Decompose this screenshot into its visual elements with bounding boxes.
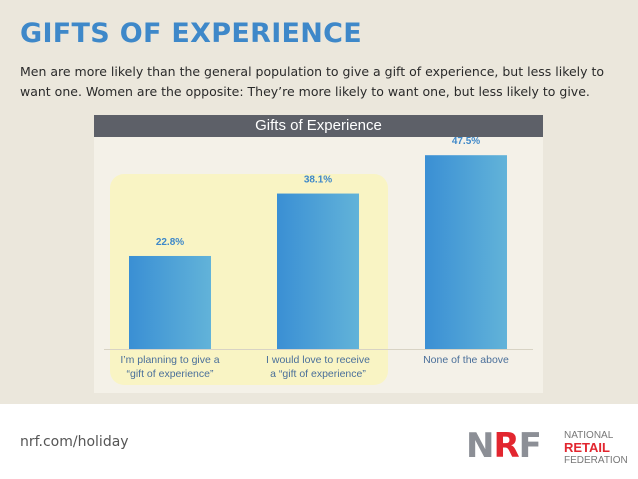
data-label-2: 38.1% (304, 175, 332, 186)
bar-chart: 22.8% I’m planning to give a “gift of expe… (104, 136, 533, 380)
page-subtitle: Men are more likely than the general pop… (20, 64, 605, 99)
nrf-logo-text: NATIONAL RETAIL FEDERATION (564, 430, 628, 466)
category-label-2-line-1: I would love to receive (266, 354, 370, 366)
bar-1 (129, 255, 211, 349)
category-label-1-line-2: “gift of experience” (127, 368, 214, 380)
bar-2 (277, 193, 359, 349)
category-label-1-line-1: I’m planning to give a (120, 354, 219, 366)
footer-url-link[interactable]: nrf.com/holiday (20, 434, 129, 450)
nrf-logo: NRF NATIONAL RETAIL FEDERATION (466, 418, 628, 468)
chart-title: Gifts of Experience (94, 115, 543, 137)
data-label-3: 47.5% (452, 136, 480, 147)
footer: nrf.com/holiday NRF NATIONAL RETAIL FEDE… (0, 404, 638, 479)
data-label-1: 22.8% (156, 237, 184, 248)
bar-3 (425, 155, 507, 349)
category-label-2-line-2: a “gift of experience” (270, 368, 366, 380)
page-title: GIFTS OF EXPERIENCE (20, 18, 363, 49)
chart-panel: 22.8% I’m planning to give a “gift of expe… (94, 115, 543, 393)
category-label-3-line-1: None of the above (423, 354, 509, 366)
nrf-logo-mark: NRF (466, 426, 542, 466)
